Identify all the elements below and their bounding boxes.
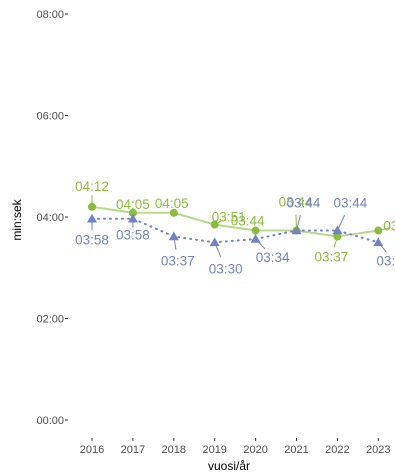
series-1-data-label: 03:44 — [231, 214, 265, 229]
series-2-data-label: 03:44 — [287, 196, 321, 211]
series-1-data-label: 04:05 — [155, 196, 189, 211]
series-2-point — [87, 213, 97, 223]
y-tick-label: 08:00 — [36, 9, 64, 21]
y-tick-label: 04:00 — [36, 212, 64, 224]
data-label-leader — [296, 215, 301, 231]
series-2-data-label: 03:58 — [75, 233, 109, 248]
series-1-point — [128, 208, 137, 217]
series-2-point — [168, 231, 179, 241]
x-tick-label: 2022 — [325, 444, 349, 456]
series-1-point — [169, 208, 178, 217]
data-label-leader — [255, 238, 266, 250]
series-2-data-label: 03:58 — [116, 228, 150, 243]
y-tick-label: 06:00 — [36, 111, 64, 123]
data-label-leader — [377, 242, 387, 253]
series-1-point — [251, 226, 260, 235]
series-2-data-label: 03:37 — [161, 253, 195, 268]
series-2-point — [250, 233, 261, 243]
data-label-leader — [378, 227, 391, 232]
data-label-leader — [173, 236, 177, 250]
series-1-data-label: 04:12 — [75, 179, 109, 194]
series-1-data-label: 03:51 — [212, 210, 246, 225]
data-label-leader — [295, 214, 297, 231]
y-tick-label: 00:00 — [36, 415, 64, 427]
x-tick-label: 2018 — [162, 444, 186, 456]
data-label-leader — [214, 219, 223, 226]
y-axis-title: min:sek — [10, 198, 24, 240]
series-2-data-label: 03:30 — [209, 261, 243, 276]
series-2-line — [91, 217, 380, 244]
x-tick-label: 2020 — [243, 444, 267, 456]
data-label-leader — [214, 242, 222, 257]
series-2-point — [373, 237, 384, 247]
x-axis: 2016 2017 2018 2019 2020 2021 2022 2023 — [80, 438, 391, 456]
series-1-data-label: 03:44 — [279, 195, 313, 210]
plot-area: 04:1204:0504:0503:5103:4403:4403:3703:44… — [75, 179, 395, 277]
x-tick-label: 2021 — [284, 444, 308, 456]
x-tick-label: 2019 — [202, 444, 226, 456]
x-tick-label: 2023 — [366, 444, 390, 456]
series-1-line — [91, 205, 379, 238]
data-label-leader — [333, 236, 338, 248]
series-1-data-label: 03:44 — [383, 219, 395, 234]
x-axis-title: vuosi/år — [208, 459, 250, 473]
series-1-data-label: 04:05 — [116, 197, 150, 212]
series-1-data-label: 03:37 — [315, 249, 349, 264]
y-tick-label: 02:00 — [36, 314, 64, 326]
series-2-point — [209, 237, 220, 247]
data-label-leader — [336, 214, 346, 231]
series-2-point — [127, 213, 138, 223]
x-tick-label: 2017 — [121, 444, 145, 456]
series-2-data-label: 03:34 — [256, 250, 290, 265]
series-2-data-label: 03:30 — [376, 253, 395, 268]
x-tick-label: 2016 — [80, 444, 104, 456]
y-axis: 00:00 02:00 04:00 06:00 08:00 — [36, 9, 68, 427]
series-2-data-label: 03:44 — [334, 196, 368, 211]
